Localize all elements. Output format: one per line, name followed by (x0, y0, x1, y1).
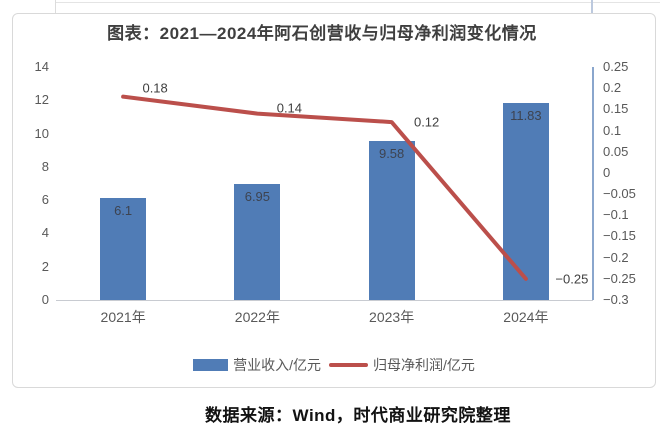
right-axis-tick-label: 0.2 (603, 80, 622, 96)
right-axis-tick-label: −0.2 (603, 249, 629, 265)
net-profit-legend-label: 归母净利润/亿元 (373, 357, 475, 373)
left-axis-tick-label: 6 (41, 192, 49, 208)
line-point-label: 0.14 (276, 100, 303, 116)
left-axis-tick-label: 12 (34, 92, 49, 108)
right-axis-tick-label: 0.1 (603, 122, 622, 138)
bar-value-label: 9.58 (378, 145, 405, 161)
x-axis-label: 2022年 (234, 309, 280, 325)
source-note: 数据来源：Wind，时代商业研究院整理 (205, 406, 511, 425)
bar-value-label: 6.95 (244, 189, 271, 205)
revenue-bar (234, 184, 281, 300)
left-axis-tick-label: 0 (41, 292, 49, 307)
crop-artifact-left-tick (55, 0, 56, 13)
right-axis-tick-label: 0.05 (603, 143, 629, 159)
right-y-axis-line (592, 67, 594, 300)
net-profit-legend-swatch (329, 363, 368, 367)
right-axis-tick-label: −0.25 (603, 270, 636, 286)
right-axis-tick-label: −0.15 (603, 228, 636, 244)
crop-artifact-right-tick (591, 0, 593, 13)
right-axis-tick-label: −0.3 (603, 292, 629, 307)
bar-value-label: 6.1 (114, 203, 133, 219)
net-profit-line (121, 94, 528, 281)
x-axis-line (56, 300, 593, 301)
revenue-legend-swatch (193, 359, 229, 371)
revenue-bar (368, 140, 415, 300)
right-axis-tick-label: 0 (603, 164, 611, 180)
revenue-bar (502, 103, 549, 300)
left-axis-tick-label: 4 (41, 225, 49, 241)
right-axis-tick-label: 0.25 (603, 59, 629, 74)
line-point-label: 0.18 (142, 80, 168, 96)
left-axis-tick-label: 10 (34, 125, 49, 141)
left-axis-tick-label: 8 (41, 158, 49, 174)
line-point-label: 0.12 (413, 114, 440, 130)
revenue-bar (100, 198, 147, 300)
x-axis-label: 2023年 (369, 309, 415, 325)
right-axis-tick-label: 0.15 (603, 101, 629, 117)
chart-panel: 图表：2021—2024年阿石创营收与归母净利润变化情况 0 2 4 6 8 10 12 14… (12, 13, 656, 388)
chart-title: 图表：2021—2024年阿石创营收与归母净利润变化情况 (107, 24, 537, 43)
right-axis-tick-label: −0.1 (603, 207, 629, 223)
right-axis-tick-label: −0.05 (603, 186, 636, 202)
legend: 营业收入/亿元 归母净利润/亿元 (13, 355, 655, 375)
line-point-label: −0.25 (555, 271, 589, 287)
left-axis-tick-label: 2 (41, 258, 49, 274)
revenue-legend-label: 营业收入/亿元 (233, 357, 321, 373)
left-axis-tick-label: 14 (34, 59, 49, 74)
x-axis-label: 2021年 (100, 309, 146, 325)
crop-artifact-top-line (55, 2, 660, 3)
bar-value-label: 11.83 (510, 108, 542, 124)
x-axis-label: 2024年 (503, 309, 549, 325)
